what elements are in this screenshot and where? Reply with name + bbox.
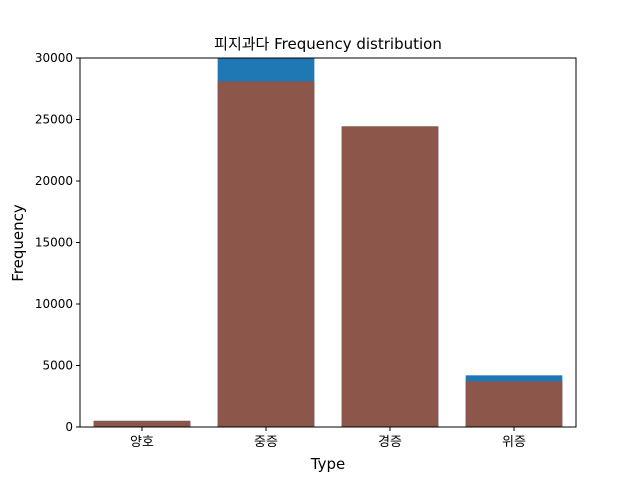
bar-series2-4: [465, 381, 563, 427]
bar-series2-3: [341, 126, 439, 427]
y-tick-label: 15000: [35, 236, 73, 250]
y-tick-label: 30000: [35, 51, 73, 65]
y-axis: 0 5000 10000 15000 20000 25000 30000: [35, 51, 80, 434]
y-axis-label: Frequency: [9, 204, 27, 282]
bar-series2-2: [217, 81, 315, 428]
x-tick-label: 위증: [502, 435, 526, 450]
x-axis-label: Type: [310, 455, 345, 473]
bars-layer: [93, 58, 563, 428]
y-tick-label: 5000: [42, 359, 73, 373]
x-tick-label: 경증: [378, 435, 402, 450]
x-tick-label: 양호: [130, 435, 154, 450]
bar-series2-1: [93, 420, 191, 427]
y-tick-label: 10000: [35, 297, 73, 311]
x-tick-label: 중증: [254, 435, 278, 450]
plot-area-frame: [79, 57, 577, 428]
x-axis: 양호 중증 경증 위증: [130, 427, 526, 450]
y-tick-label: 25000: [35, 113, 73, 127]
chart-title: 피지과다 Frequency distribution: [214, 35, 442, 53]
y-tick-label: 0: [65, 420, 73, 434]
y-tick-label: 20000: [35, 174, 73, 188]
